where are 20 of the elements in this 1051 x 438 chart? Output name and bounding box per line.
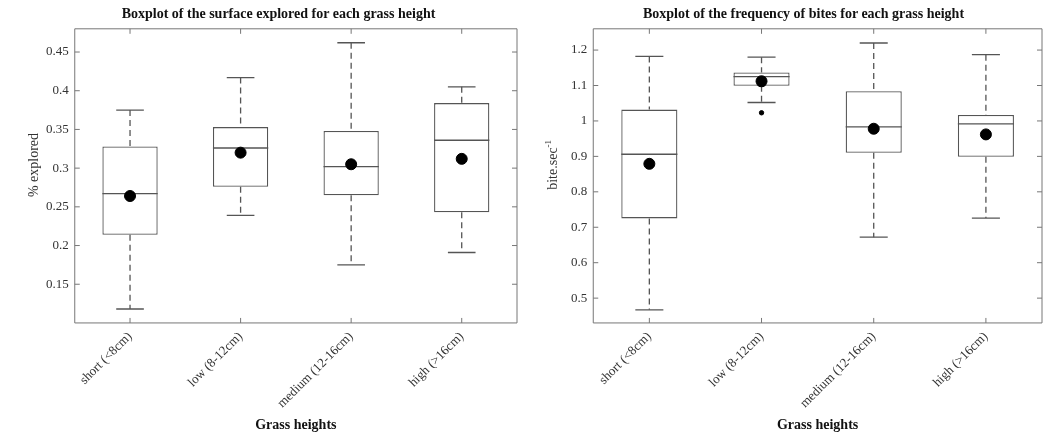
y-tick-label: 0.35 bbox=[46, 120, 69, 136]
chart-title: Boxplot of the frequency of bites for each grass height bbox=[642, 6, 965, 22]
y-tick-label: 0.15 bbox=[46, 275, 69, 291]
y-tick-label: 0.8 bbox=[571, 183, 588, 199]
x-axis-title: Grass heights bbox=[255, 417, 338, 433]
y-axis-title: % explored bbox=[26, 132, 43, 198]
y-tick-label: 1.1 bbox=[571, 76, 588, 92]
y-tick-label: 0.6 bbox=[571, 254, 588, 270]
y-tick-label: 1 bbox=[580, 112, 588, 128]
y-tick-label: 0.25 bbox=[46, 198, 69, 214]
y-tick-label: 1.2 bbox=[571, 41, 588, 57]
y-tick-label: 0.9 bbox=[571, 147, 588, 163]
y-tick-label: 0.5 bbox=[571, 289, 588, 305]
y-tick-label: 0.45 bbox=[46, 43, 69, 59]
chart-title: Boxplot of the surface explored for each grass height bbox=[121, 6, 436, 22]
y-tick-label: 0.3 bbox=[52, 159, 69, 175]
y-tick-label: 0.2 bbox=[52, 236, 69, 252]
x-axis-title: Grass heights bbox=[776, 417, 859, 433]
y-tick-label: 0.4 bbox=[52, 82, 70, 98]
y-tick-label: 0.7 bbox=[571, 218, 588, 234]
